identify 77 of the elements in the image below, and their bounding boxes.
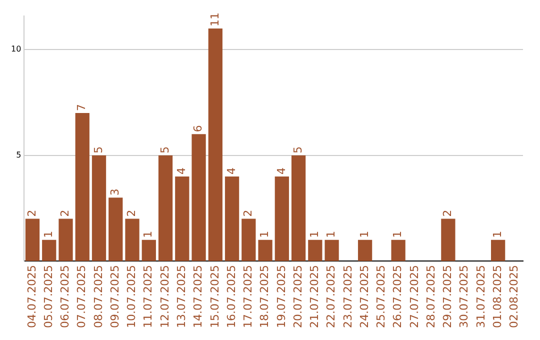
bar xyxy=(92,155,106,262)
bar xyxy=(358,240,372,262)
data-label: 5 xyxy=(158,146,172,154)
x-tick-label: 20.07.2025 xyxy=(291,265,304,328)
bar xyxy=(108,198,123,262)
x-tick-label: 30.07.2025 xyxy=(458,265,471,328)
bar xyxy=(208,28,222,262)
bar xyxy=(58,218,73,262)
x-tick-label: 14.07.2025 xyxy=(192,265,205,328)
bar xyxy=(192,134,206,262)
x-tick-label: 29.07.2025 xyxy=(441,265,454,328)
data-label: 3 xyxy=(108,188,122,196)
data-label: 1 xyxy=(490,230,504,238)
data-label: 2 xyxy=(242,210,255,217)
x-tick-label: 19.07.2025 xyxy=(274,265,288,328)
data-label: 5 xyxy=(92,146,105,154)
data-label: 1 xyxy=(358,230,371,238)
x-tick-label: 26.07.2025 xyxy=(391,265,404,328)
x-tick-label: 05.07.2025 xyxy=(42,265,55,328)
data-label: 4 xyxy=(175,167,188,174)
data-label: 2 xyxy=(441,210,454,217)
bar xyxy=(42,240,56,262)
bar xyxy=(258,240,272,262)
bar xyxy=(175,176,190,262)
data-label: 1 xyxy=(308,230,322,238)
bar xyxy=(224,176,240,262)
x-tick-label: 04.07.2025 xyxy=(25,265,38,328)
x-tick-label: 23.07.2025 xyxy=(341,265,354,328)
y-tick-label: 10 xyxy=(10,44,22,54)
data-label: 2 xyxy=(125,210,138,217)
data-label: 1 xyxy=(391,230,404,238)
x-tick-label: 28.07.2025 xyxy=(424,265,438,328)
data-label: 4 xyxy=(274,167,288,174)
data-label: 1 xyxy=(142,230,155,238)
x-tick-label: 10.07.2025 xyxy=(125,265,138,328)
data-label: 2 xyxy=(25,210,38,217)
x-tick-label: 01.08.2025 xyxy=(490,265,504,328)
bar xyxy=(324,240,339,262)
x-tick-label: 18.07.2025 xyxy=(258,265,272,328)
x-tick-label: 12.07.2025 xyxy=(158,265,172,328)
data-label: 5 xyxy=(291,146,304,154)
x-tick-label: 22.07.2025 xyxy=(324,265,338,328)
x-tick-label: 02.08.2025 xyxy=(508,265,521,328)
data-label: 6 xyxy=(192,125,205,132)
bar xyxy=(491,240,506,262)
bar xyxy=(242,218,256,262)
bar xyxy=(291,155,306,262)
bar xyxy=(441,218,456,262)
bar xyxy=(25,218,40,262)
data-label: 2 xyxy=(58,210,72,217)
x-tick-label: 15.07.2025 xyxy=(208,265,222,328)
bar xyxy=(391,240,406,262)
bar xyxy=(142,240,156,262)
x-tick-label: 17.07.2025 xyxy=(242,265,255,328)
x-tick-label: 06.07.2025 xyxy=(58,265,72,328)
x-tick-label: 21.07.2025 xyxy=(308,265,322,328)
bar xyxy=(158,155,173,262)
x-tick-label: 09.07.2025 xyxy=(108,265,122,328)
data-label: 1 xyxy=(42,230,55,238)
bar xyxy=(125,218,140,262)
x-tick-label: 13.07.2025 xyxy=(175,265,188,328)
x-tick-label: 27.07.2025 xyxy=(408,265,421,328)
x-tick-label: 08.07.2025 xyxy=(92,265,105,328)
bar xyxy=(75,113,90,262)
bar xyxy=(308,240,322,262)
data-label: 1 xyxy=(258,230,272,238)
x-tick-label: 25.07.2025 xyxy=(374,265,388,328)
data-label: 1 xyxy=(324,230,338,238)
x-tick-label: 11.07.2025 xyxy=(142,265,155,328)
data-label: 11 xyxy=(208,12,222,26)
data-label: 7 xyxy=(75,104,88,112)
x-tick-label: 31.07.2025 xyxy=(474,265,488,328)
x-tick-label: 07.07.2025 xyxy=(75,265,88,328)
data-label: 4 xyxy=(224,167,238,174)
bar xyxy=(274,176,289,262)
x-tick-label: 16.07.2025 xyxy=(224,265,238,328)
x-tick-label: 24.07.2025 xyxy=(358,265,371,328)
